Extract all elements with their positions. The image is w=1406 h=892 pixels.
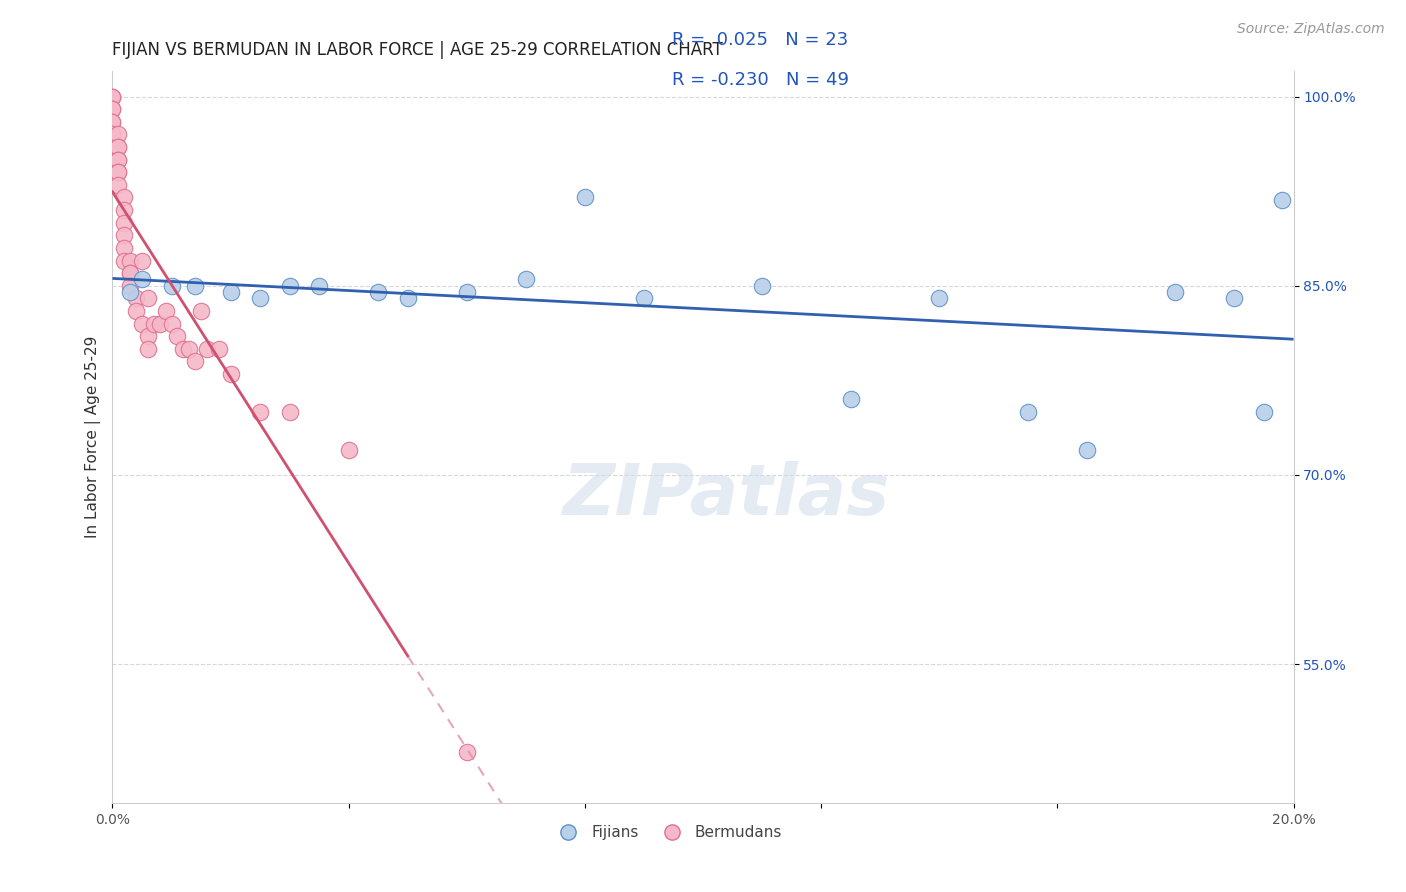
- Point: [107, 140, 129, 154]
- Point: [172, 342, 194, 356]
- Point: [219, 285, 242, 299]
- Point: [184, 278, 207, 293]
- Point: [249, 405, 271, 419]
- Point: [1253, 405, 1275, 419]
- Point: [367, 285, 389, 299]
- Point: [1271, 193, 1294, 207]
- Point: [456, 285, 478, 299]
- Point: [112, 228, 135, 243]
- Legend: Fijians, Bermudans: Fijians, Bermudans: [547, 819, 789, 847]
- Y-axis label: In Labor Force | Age 25-29: In Labor Force | Age 25-29: [86, 336, 101, 538]
- Point: [278, 405, 301, 419]
- Point: [179, 342, 201, 356]
- Point: [101, 115, 124, 129]
- Point: [107, 153, 129, 167]
- Point: [337, 442, 360, 457]
- Point: [112, 253, 135, 268]
- Point: [131, 272, 153, 286]
- Text: FIJIAN VS BERMUDAN IN LABOR FORCE | AGE 25-29 CORRELATION CHART: FIJIAN VS BERMUDAN IN LABOR FORCE | AGE …: [112, 41, 723, 59]
- Point: [120, 278, 142, 293]
- Point: [574, 190, 596, 204]
- Point: [155, 304, 177, 318]
- Point: [107, 165, 129, 179]
- Point: [112, 216, 135, 230]
- Point: [120, 266, 142, 280]
- Point: [136, 342, 159, 356]
- Point: [1017, 405, 1039, 419]
- Point: [1076, 442, 1098, 457]
- Point: [101, 89, 124, 103]
- Point: [101, 89, 124, 103]
- Point: [208, 342, 231, 356]
- Point: [101, 128, 124, 142]
- Point: [107, 153, 129, 167]
- Point: [751, 278, 773, 293]
- Point: [633, 291, 655, 305]
- Point: [142, 317, 165, 331]
- Point: [166, 329, 188, 343]
- Text: ZIPatlas: ZIPatlas: [562, 461, 890, 530]
- Point: [112, 190, 135, 204]
- Point: [101, 89, 124, 103]
- Point: [125, 304, 148, 318]
- Point: [456, 745, 478, 759]
- Text: R = -0.230   N = 49: R = -0.230 N = 49: [672, 70, 849, 88]
- Point: [131, 317, 153, 331]
- Point: [120, 253, 142, 268]
- Point: [101, 102, 124, 116]
- Point: [120, 266, 142, 280]
- Point: [160, 278, 183, 293]
- Point: [107, 178, 129, 192]
- Point: [112, 241, 135, 255]
- Text: Source: ZipAtlas.com: Source: ZipAtlas.com: [1237, 22, 1385, 37]
- Point: [839, 392, 862, 407]
- Point: [149, 317, 172, 331]
- Point: [190, 304, 212, 318]
- Point: [112, 203, 135, 218]
- Point: [120, 285, 142, 299]
- Point: [515, 272, 537, 286]
- Point: [107, 128, 129, 142]
- Point: [131, 253, 153, 268]
- Point: [1223, 291, 1246, 305]
- Point: [308, 278, 330, 293]
- Point: [160, 317, 183, 331]
- Point: [101, 102, 124, 116]
- Point: [928, 291, 950, 305]
- Point: [195, 342, 218, 356]
- Point: [107, 140, 129, 154]
- Point: [278, 278, 301, 293]
- Point: [396, 291, 419, 305]
- Point: [1164, 285, 1187, 299]
- Point: [219, 367, 242, 381]
- Text: R =  0.025   N = 23: R = 0.025 N = 23: [672, 30, 848, 48]
- Point: [249, 291, 271, 305]
- Point: [125, 291, 148, 305]
- Point: [184, 354, 207, 368]
- Point: [136, 329, 159, 343]
- Point: [101, 115, 124, 129]
- Point: [136, 291, 159, 305]
- Point: [107, 165, 129, 179]
